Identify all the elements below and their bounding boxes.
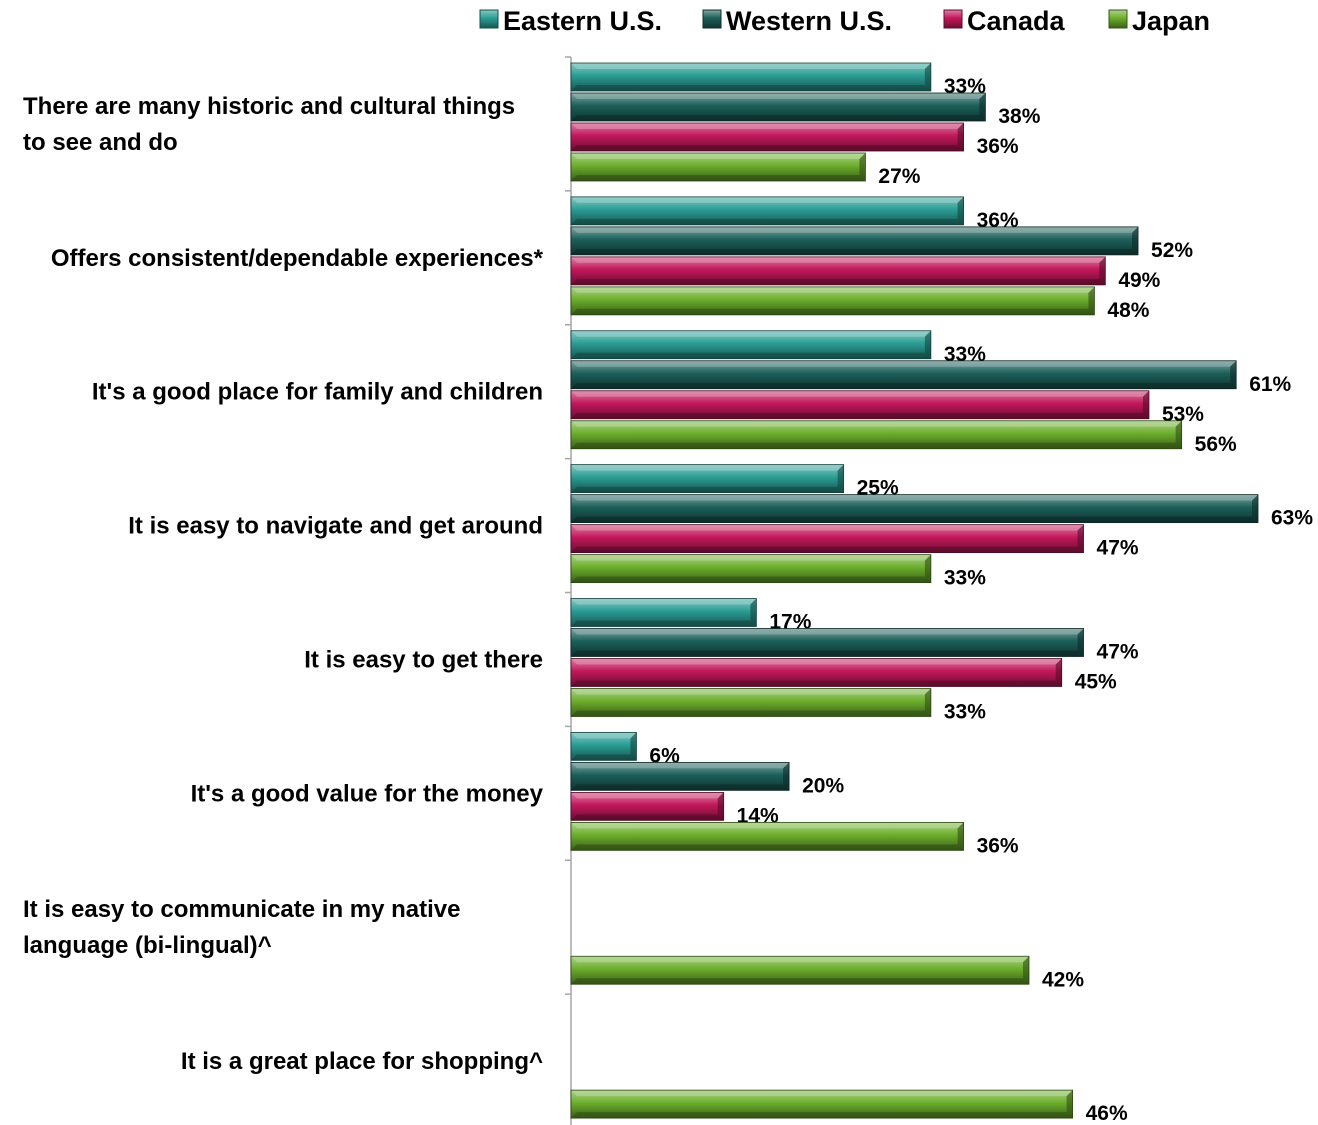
data-label: 49% xyxy=(1118,269,1160,292)
legend-item-canada: Canada xyxy=(943,6,1066,36)
category-label: There are many historic and cultural thi… xyxy=(23,93,515,156)
data-label: 17% xyxy=(769,611,811,634)
legend-item-japan: Japan xyxy=(1108,6,1210,36)
legend-swatch xyxy=(943,9,963,29)
bar xyxy=(570,196,964,226)
bar xyxy=(570,494,1259,524)
data-label: 14% xyxy=(737,804,779,827)
bar xyxy=(570,821,964,851)
bar xyxy=(570,330,932,360)
bar xyxy=(570,152,866,182)
data-label: 20% xyxy=(802,774,844,797)
legend-label: Eastern U.S. xyxy=(503,6,662,36)
bar xyxy=(570,658,1063,687)
data-label: 36% xyxy=(977,834,1019,857)
data-label: 38% xyxy=(998,105,1040,128)
data-label: 47% xyxy=(1097,641,1139,664)
category-label: Offers consistent/dependable experiences… xyxy=(51,245,544,272)
bar xyxy=(570,226,1139,256)
bar xyxy=(570,286,1095,316)
bar xyxy=(570,628,1084,657)
category-label: It's a good place for family and childre… xyxy=(92,379,543,406)
data-label: 25% xyxy=(857,477,899,500)
category-label: It's a good value for the money xyxy=(191,780,544,807)
category-label: It is easy to navigate and get around xyxy=(128,513,543,540)
bar xyxy=(570,554,932,584)
data-label: 36% xyxy=(977,135,1019,158)
legend-label: Western U.S. xyxy=(726,6,892,36)
data-label: 33% xyxy=(944,701,986,724)
legend-label: Canada xyxy=(967,6,1066,36)
data-label: 46% xyxy=(1086,1102,1128,1125)
data-label: 47% xyxy=(1097,537,1139,560)
bar xyxy=(570,360,1237,390)
category-label: It is easy to get there xyxy=(304,646,543,673)
bar xyxy=(570,598,757,627)
data-label: 48% xyxy=(1107,299,1149,322)
bar xyxy=(570,420,1183,450)
legend-swatch xyxy=(1108,9,1128,29)
data-label: 33% xyxy=(944,75,986,98)
category-label: It is a great place for shopping^ xyxy=(181,1048,543,1075)
bar xyxy=(570,92,986,122)
bar xyxy=(570,1089,1074,1119)
bar xyxy=(570,390,1150,420)
data-label: 33% xyxy=(944,343,986,366)
data-label: 33% xyxy=(944,567,986,590)
bar xyxy=(570,256,1106,286)
bar xyxy=(570,955,1030,985)
legend-swatch xyxy=(479,9,499,29)
bar xyxy=(570,62,932,92)
legend-swatch xyxy=(702,9,722,29)
legend-label: Japan xyxy=(1132,6,1210,36)
data-label: 45% xyxy=(1075,671,1117,694)
bar xyxy=(570,122,964,152)
bar xyxy=(570,688,932,717)
legend-item-western-u-s: Western U.S. xyxy=(702,6,892,36)
data-label: 42% xyxy=(1042,968,1084,991)
data-label: 36% xyxy=(977,209,1019,232)
data-label: 27% xyxy=(878,165,920,188)
bar xyxy=(570,524,1084,554)
data-label: 6% xyxy=(649,744,680,767)
data-label: 52% xyxy=(1151,239,1193,262)
bar xyxy=(570,791,725,821)
data-label: 56% xyxy=(1195,433,1237,456)
bar xyxy=(570,731,637,761)
data-label: 61% xyxy=(1249,373,1291,396)
bar xyxy=(570,761,790,791)
data-label: 63% xyxy=(1271,507,1313,530)
data-label: 53% xyxy=(1162,403,1204,426)
category-label: It is easy to communicate in my native la… xyxy=(23,896,460,959)
legend-item-eastern-u-s: Eastern U.S. xyxy=(479,6,662,36)
bar xyxy=(570,464,845,494)
